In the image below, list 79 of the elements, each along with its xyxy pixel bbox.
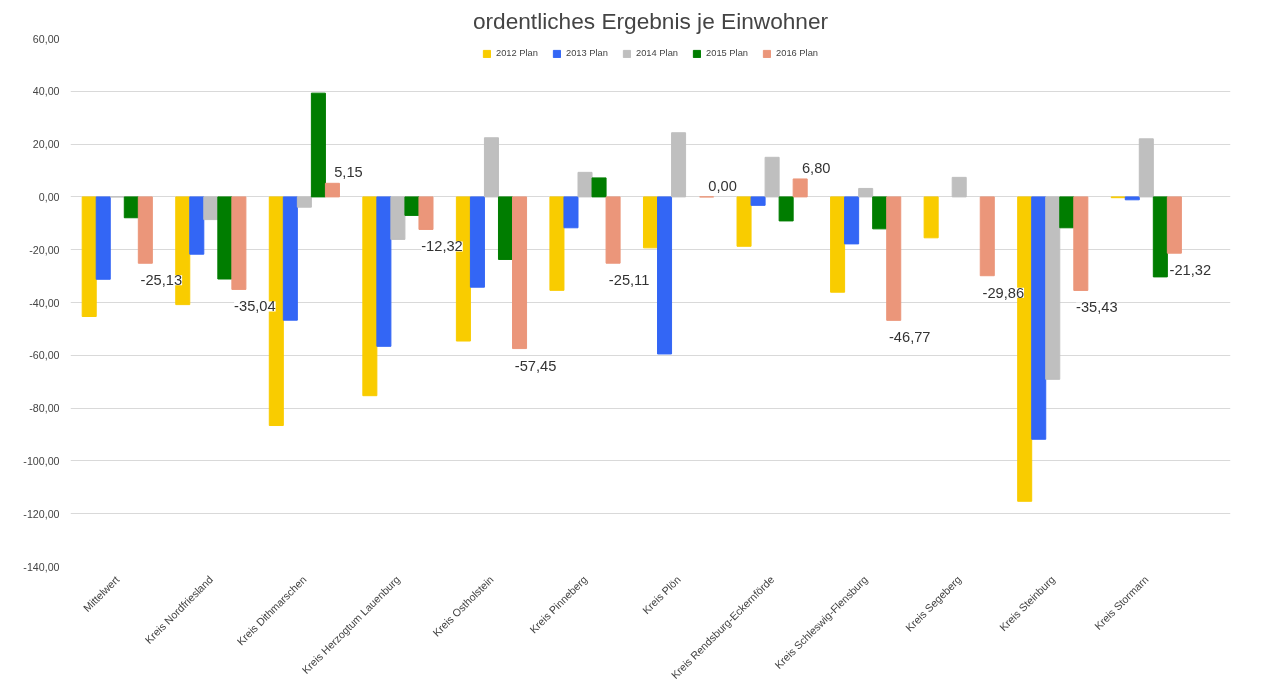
bar — [137, 196, 153, 264]
bar — [736, 196, 752, 247]
y-tick-label: 60,00 — [32, 32, 60, 45]
bar — [591, 177, 607, 198]
y-tick-label: -140,00 — [23, 560, 60, 573]
data-label: 5,15 — [334, 164, 363, 181]
bar — [231, 196, 247, 290]
bar — [390, 196, 406, 240]
y-tick-label: -120,00 — [23, 507, 60, 520]
bar — [1152, 196, 1168, 278]
data-label: -35,04 — [234, 298, 276, 315]
bar — [750, 196, 766, 206]
bar — [1059, 196, 1075, 229]
y-tick-label: -80,00 — [29, 402, 60, 415]
bar — [483, 137, 499, 198]
bar — [830, 196, 846, 293]
data-label: -57,45 — [514, 357, 557, 374]
legend-label: 2016 Plan — [776, 48, 819, 58]
bar — [123, 196, 139, 219]
chart-title: ordentliches Ergebnis je Einwohner — [472, 7, 829, 34]
bar — [81, 196, 97, 317]
bar — [95, 196, 111, 280]
bar — [1073, 196, 1089, 291]
bar — [324, 182, 340, 198]
y-tick-label: 40,00 — [32, 85, 60, 98]
bar — [642, 196, 659, 249]
bar — [497, 196, 514, 260]
legend-label: 2015 Plan — [706, 48, 749, 58]
bar — [858, 187, 874, 198]
y-tick-label: 0,00 — [38, 190, 60, 203]
bar — [203, 196, 219, 221]
data-label: -29,86 — [982, 284, 1025, 301]
bar — [844, 196, 860, 245]
y-tick-label: -100,00 — [23, 454, 60, 467]
data-label: 0,00 — [708, 177, 737, 194]
data-label: 6,80 — [801, 159, 831, 176]
bar — [1138, 138, 1154, 198]
data-label: -12,32 — [421, 238, 463, 255]
legend-label: 2012 Plan — [495, 48, 538, 58]
bar — [1166, 196, 1182, 254]
y-tick-label: 20,00 — [32, 138, 60, 151]
data-label: -46,77 — [888, 329, 931, 346]
bar — [282, 196, 298, 321]
bar — [764, 156, 780, 198]
legend-label: 2014 Plan — [635, 48, 679, 58]
bar — [923, 196, 939, 239]
bar — [469, 196, 485, 288]
bar — [872, 196, 888, 230]
bar — [1031, 196, 1047, 440]
bar — [1045, 196, 1061, 380]
bar — [512, 196, 528, 350]
bar — [189, 196, 205, 255]
bar — [418, 196, 434, 230]
bar — [605, 196, 621, 264]
y-tick-label: -40,00 — [29, 296, 60, 309]
bar — [296, 196, 312, 208]
bar — [778, 196, 794, 222]
legend-label: 2013 Plan — [565, 48, 608, 58]
bar — [657, 196, 673, 355]
bar — [886, 196, 902, 321]
bar — [217, 196, 233, 280]
bar — [549, 196, 565, 291]
data-label: -25,11 — [608, 272, 650, 289]
bar — [310, 92, 326, 198]
bar — [563, 196, 579, 229]
bar — [792, 178, 808, 198]
data-label: -25,13 — [140, 272, 183, 289]
bar — [671, 132, 687, 198]
y-tick-label: -60,00 — [29, 349, 60, 362]
data-label: -35,43 — [1076, 299, 1118, 316]
bar — [404, 196, 420, 216]
data-label: -21,32 — [1169, 262, 1212, 279]
bar — [951, 176, 967, 198]
bar — [376, 196, 392, 347]
y-tick-label: -20,00 — [29, 243, 60, 256]
bar — [979, 196, 995, 277]
bar — [1124, 196, 1140, 201]
bar — [577, 171, 593, 198]
bar — [362, 196, 378, 397]
